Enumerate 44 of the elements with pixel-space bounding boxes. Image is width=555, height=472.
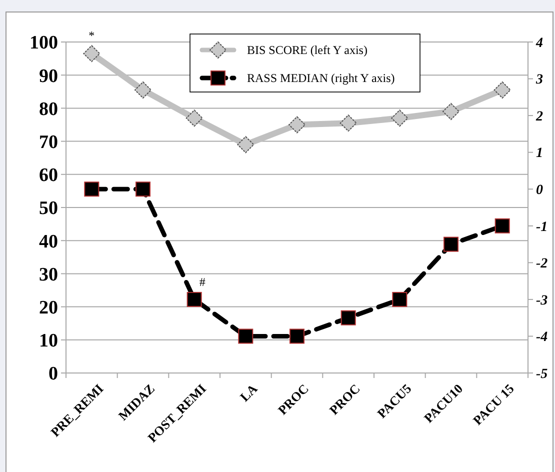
y-tick-label: 20	[39, 297, 58, 318]
y2-tick-label: -5	[536, 366, 548, 382]
y2-tick-label: 4	[535, 36, 543, 51]
y-tick-label: 40	[39, 231, 58, 252]
y-tick-label: 60	[39, 165, 58, 186]
point	[84, 182, 100, 197]
y-tick-label: 70	[39, 132, 58, 153]
point	[83, 45, 100, 62]
y2-tick-label: 2	[535, 109, 543, 124]
point	[238, 328, 254, 344]
point	[391, 110, 408, 127]
y2-tick-label: 3	[535, 72, 543, 88]
point	[237, 136, 254, 154]
y2-tick-label: 1	[536, 146, 543, 162]
legend-label: RASS MEDIAN (right Y axis)	[247, 71, 395, 86]
point	[288, 116, 306, 134]
point	[392, 292, 408, 307]
point	[494, 81, 511, 98]
annotation: #	[199, 275, 206, 290]
y-tick-label: 30	[39, 264, 58, 286]
point	[442, 103, 460, 120]
y-tick-label: 50	[39, 198, 58, 220]
y-tick-label: 0	[48, 364, 58, 385]
annotation: *	[88, 28, 95, 43]
y-tick-label: 90	[39, 66, 58, 87]
point	[340, 310, 356, 326]
y2-tick-label: -3	[536, 293, 548, 308]
point	[186, 292, 202, 307]
point	[494, 218, 510, 234]
point	[136, 182, 150, 197]
y2-tick-label: -4	[536, 330, 548, 346]
point	[186, 110, 203, 127]
y-tick-label: 80	[39, 98, 58, 120]
point	[444, 236, 458, 252]
y-tick-label: 10	[39, 330, 58, 352]
x-tick-label: LA	[236, 380, 261, 404]
y2-tick-label: 0	[536, 183, 543, 198]
point	[134, 81, 152, 98]
y-tick-label: 100	[30, 32, 58, 54]
point	[340, 114, 357, 132]
point	[290, 328, 304, 344]
y2-tick-label: -1	[536, 220, 548, 235]
y2-tick-label: -2	[536, 256, 548, 272]
legend-label: BIS SCORE (left Y axis)	[247, 43, 368, 58]
